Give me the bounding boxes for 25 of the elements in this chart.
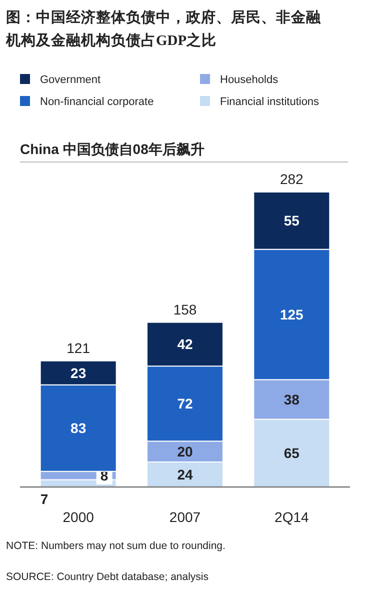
- total-label: 158: [173, 301, 197, 318]
- x-tick-label: 2007: [169, 509, 201, 525]
- legend-label: Government: [40, 74, 101, 86]
- total-label: 282: [280, 171, 304, 187]
- data-label: 125: [280, 306, 304, 322]
- source-note: SOURCE: Country Debt database; analysis: [6, 571, 209, 583]
- data-label: 83: [70, 420, 86, 436]
- legend-label: Financial institutions: [220, 96, 320, 108]
- legend-label: Households: [220, 74, 279, 86]
- chart-title: 图：中国经济整体负债中，政府、居民、非金融机构及金融机构负债占GDP之比: [5, 8, 322, 49]
- chart-subtitle: China 中国负债自08年后飙升: [20, 141, 204, 157]
- text: NOTE: Numbers may not sum due to rounding.: [6, 540, 226, 552]
- data-label: 65: [284, 445, 300, 462]
- data-label: 55: [284, 212, 300, 229]
- legend-label: Non-financial corporate: [40, 96, 154, 108]
- data-label: 7: [40, 491, 48, 507]
- data-label: 38: [284, 391, 300, 408]
- data-label: 24: [177, 466, 193, 482]
- data-label: 72: [177, 396, 193, 412]
- data-label: 42: [177, 336, 193, 352]
- total-label: 121: [66, 340, 90, 356]
- data-label: 20: [177, 444, 193, 460]
- x-tick-label: 2000: [62, 509, 94, 525]
- data-label: 23: [70, 364, 86, 381]
- x-tick-label: 2Q14: [274, 509, 310, 525]
